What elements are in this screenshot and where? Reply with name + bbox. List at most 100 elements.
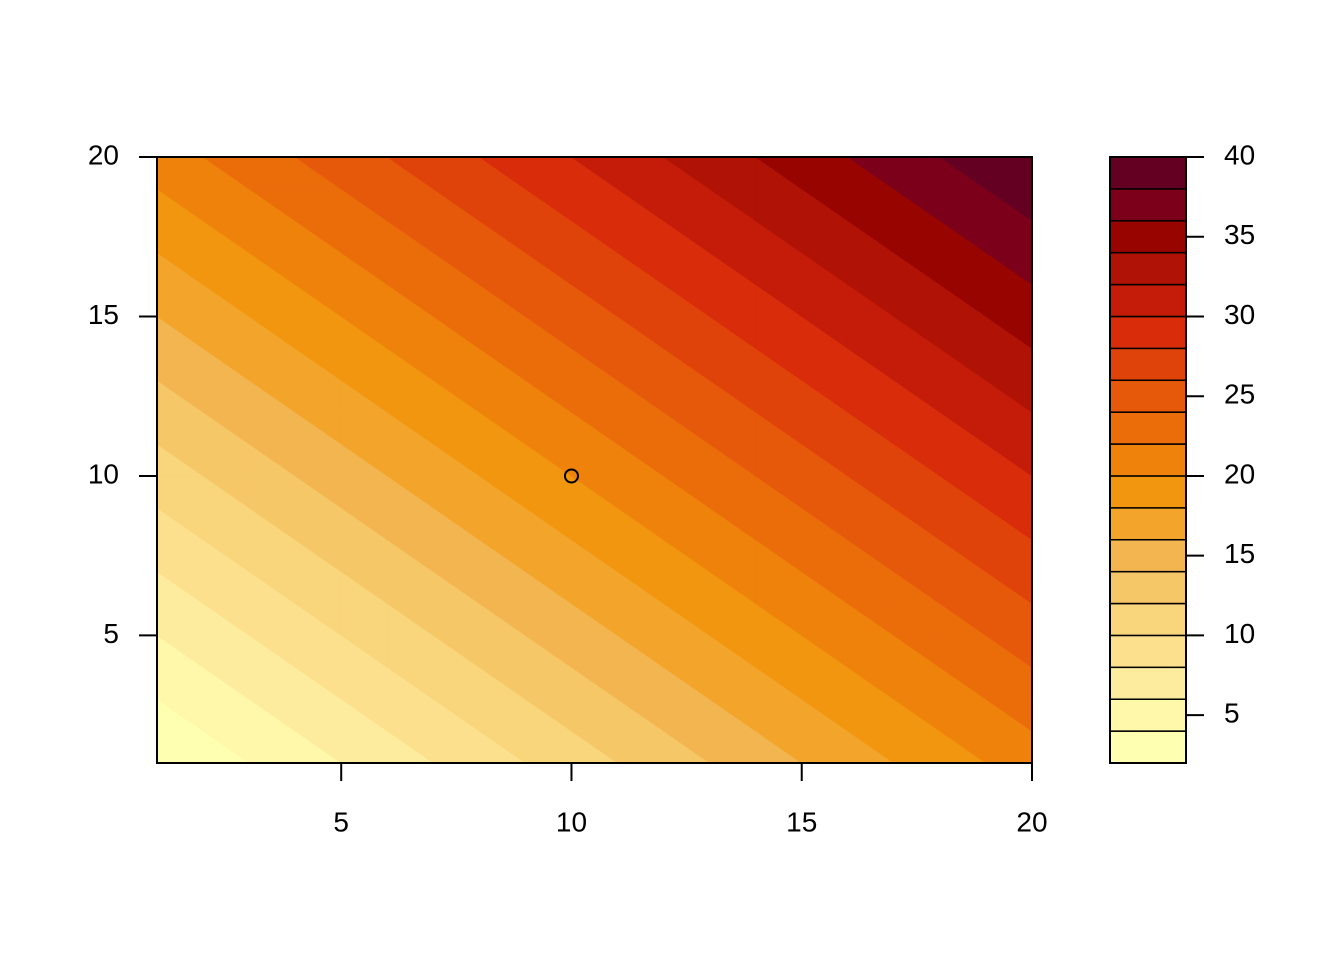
contour-band (709, 156, 756, 190)
contour-band (525, 348, 572, 381)
contour-band (663, 379, 710, 413)
point (563, 468, 579, 484)
contour-band (571, 188, 618, 222)
contour-band (156, 603, 204, 636)
contour-band (617, 539, 664, 572)
contour-band (939, 635, 987, 668)
contour-band (571, 571, 618, 604)
key-tick-label: 40 (1224, 139, 1255, 170)
contour-band (663, 507, 710, 541)
contour-band (939, 507, 987, 541)
key-tick-label: 20 (1224, 458, 1255, 489)
contour-band (202, 379, 250, 413)
contour-band (847, 635, 895, 668)
contour-band (340, 603, 388, 636)
key-swatch (1109, 730, 1187, 764)
x-tick-label: 10 (556, 806, 587, 837)
contour-band (294, 379, 342, 413)
key-swatch (1109, 347, 1187, 382)
contour-band (755, 316, 803, 349)
key-tick-label: 30 (1224, 299, 1255, 330)
contour-band (617, 284, 664, 317)
contour-band (248, 220, 296, 253)
contour-band (709, 603, 756, 636)
contour-band (202, 507, 250, 541)
contour-band (525, 730, 572, 764)
contour-band (156, 156, 204, 190)
contour-band (939, 571, 987, 604)
contour-field (156, 156, 1033, 764)
contour-band (801, 220, 849, 253)
contour-band (893, 284, 941, 317)
contour-band (340, 411, 388, 445)
contour-band (479, 635, 526, 668)
contour-band (939, 252, 987, 285)
contour-band (985, 220, 1033, 253)
contour-band (294, 443, 342, 477)
contour-band (386, 507, 434, 541)
contour-band (156, 220, 204, 253)
contour-band (525, 603, 572, 636)
contour-band (571, 507, 618, 541)
contour-band (709, 220, 756, 253)
key-swatch (1109, 379, 1187, 413)
contour-band (156, 539, 204, 572)
contour-band (985, 603, 1033, 636)
contour-band (709, 475, 756, 509)
contour-band (294, 252, 342, 285)
contour-band (571, 316, 618, 349)
contour-band (985, 284, 1033, 317)
contour-band (294, 698, 342, 732)
contour-band (340, 730, 388, 764)
contour-band (801, 411, 849, 445)
contour-band (479, 188, 526, 222)
contour-band (893, 475, 941, 509)
contour-band (248, 411, 296, 445)
key-swatch (1109, 188, 1187, 222)
contour-band (248, 156, 296, 190)
contour-band (479, 507, 526, 541)
contour-band (479, 252, 526, 285)
contour-band (202, 443, 250, 477)
x-tick-label: 5 (333, 806, 349, 837)
contour-band (433, 284, 480, 317)
contour-band (847, 316, 895, 349)
contour-band (617, 411, 664, 445)
contour-band (525, 539, 572, 572)
key-frame (1109, 156, 1187, 764)
contour-band (294, 635, 342, 668)
contour-band (847, 698, 895, 732)
contour-band (663, 571, 710, 604)
key-tick-label: 15 (1224, 538, 1255, 569)
contour-band (801, 539, 849, 572)
contour-band (755, 252, 803, 285)
contour-band (617, 348, 664, 381)
key-swatch (1109, 666, 1187, 700)
contour-band (156, 284, 204, 317)
contour-band (709, 667, 756, 700)
contour-band (755, 635, 803, 668)
contour-band (893, 539, 941, 572)
contour-band (433, 539, 480, 572)
contour-band (939, 316, 987, 349)
contour-band (847, 252, 895, 285)
key-swatch (1109, 443, 1187, 477)
contour-band (709, 284, 756, 317)
contour-band (985, 411, 1033, 445)
contour-band (525, 220, 572, 253)
contour-band (202, 316, 250, 349)
contour-band (755, 379, 803, 413)
contour-band (709, 348, 756, 381)
contour-band (479, 379, 526, 413)
contour-band (525, 667, 572, 700)
contour-band (801, 603, 849, 636)
contour-band (847, 571, 895, 604)
key-swatch (1109, 283, 1187, 318)
contour-band (433, 156, 480, 190)
contour-band (663, 316, 710, 349)
contour-band (248, 284, 296, 317)
contour-band (801, 730, 849, 764)
contour-band (433, 603, 480, 636)
contour-band (893, 730, 941, 764)
